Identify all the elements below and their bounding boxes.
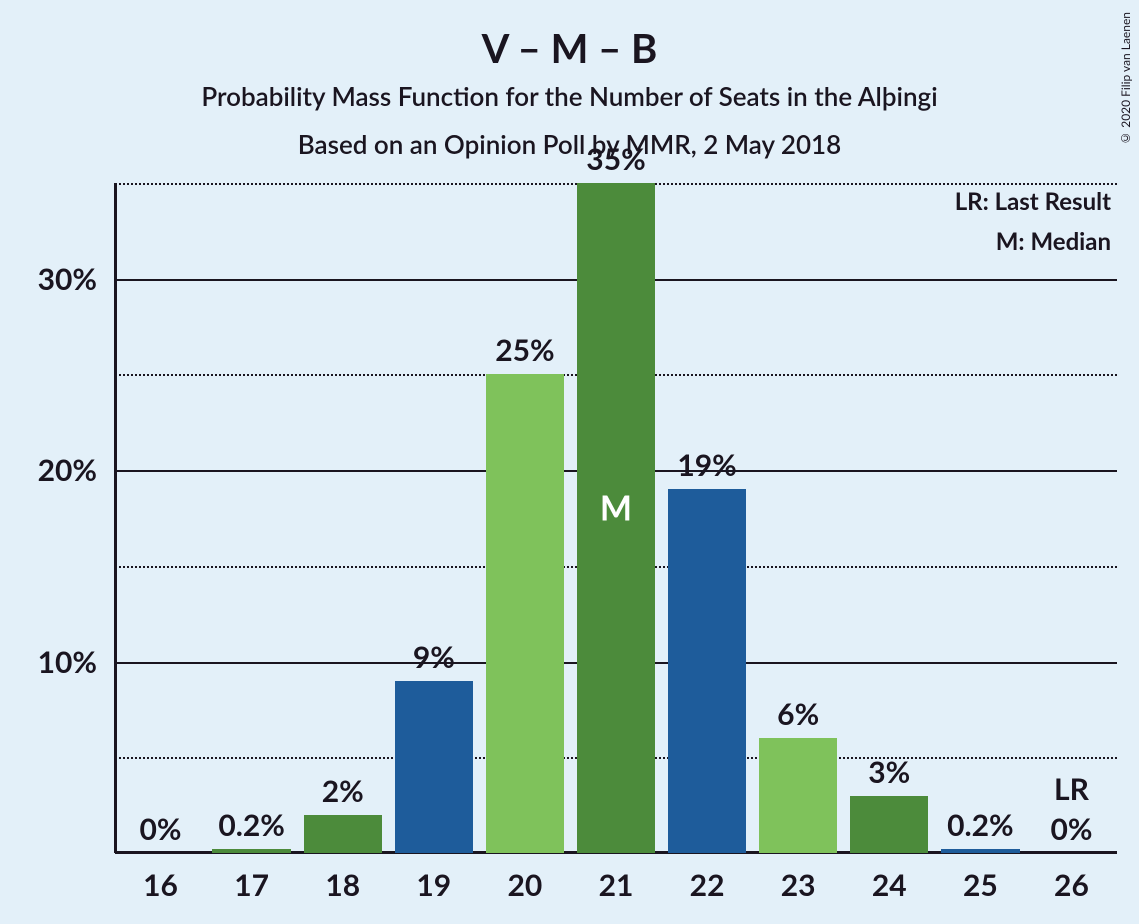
x-tick-label: 21	[599, 867, 634, 903]
bar-value-label: 2%	[322, 773, 364, 809]
x-tick-label: 24	[872, 867, 907, 903]
x-tick-label: 23	[781, 867, 816, 903]
bar-value-label: 19%	[677, 447, 736, 483]
y-axis-line	[114, 183, 117, 853]
chart-title: V – M – B	[0, 24, 1139, 72]
bar-value-label: 0.2%	[947, 807, 1014, 843]
x-tick-label: 26	[1054, 867, 1089, 903]
chart-container: V – M – B Probability Mass Function for …	[0, 0, 1139, 924]
last-result-mark: LR	[1054, 771, 1089, 807]
plot-area: LR: Last Result M: Median 10%20%30%16171…	[115, 183, 1117, 853]
bar-value-label: 9%	[413, 639, 455, 675]
y-tick-label: 20%	[38, 452, 97, 488]
x-tick-label: 19	[416, 867, 451, 903]
x-tick-label: 18	[325, 867, 360, 903]
y-tick-label: 10%	[38, 644, 97, 680]
chart-subtitle-2: Based on an Opinion Poll by MMR, 2 May 2…	[0, 128, 1139, 160]
bar-value-label: 0.2%	[218, 807, 285, 843]
bar	[212, 849, 290, 853]
bar-value-label: 25%	[495, 332, 554, 368]
bar	[395, 681, 473, 853]
x-tick-label: 20	[508, 867, 543, 903]
legend-last-result: LR: Last Result	[955, 187, 1111, 216]
bar	[486, 374, 564, 853]
x-tick-label: 25	[963, 867, 998, 903]
bar-value-label: 35%	[586, 141, 645, 177]
bar-value-label: 0%	[1050, 811, 1092, 847]
x-tick-label: 16	[143, 867, 178, 903]
bar	[941, 849, 1019, 853]
bar	[304, 815, 382, 853]
copyright-text: © 2020 Filip van Laenen	[1118, 12, 1133, 146]
chart-subtitle-1: Probability Mass Function for the Number…	[0, 80, 1139, 112]
legend-median: M: Median	[996, 227, 1111, 256]
bar	[759, 738, 837, 853]
bar	[850, 796, 928, 853]
bar	[668, 489, 746, 853]
y-tick-label: 30%	[38, 261, 97, 297]
bar-value-label: 6%	[777, 696, 819, 732]
bar-value-label: 3%	[868, 754, 910, 790]
x-tick-label: 17	[234, 867, 269, 903]
bar-value-label: 0%	[140, 811, 182, 847]
median-mark: M	[600, 488, 632, 529]
x-tick-label: 22	[690, 867, 725, 903]
